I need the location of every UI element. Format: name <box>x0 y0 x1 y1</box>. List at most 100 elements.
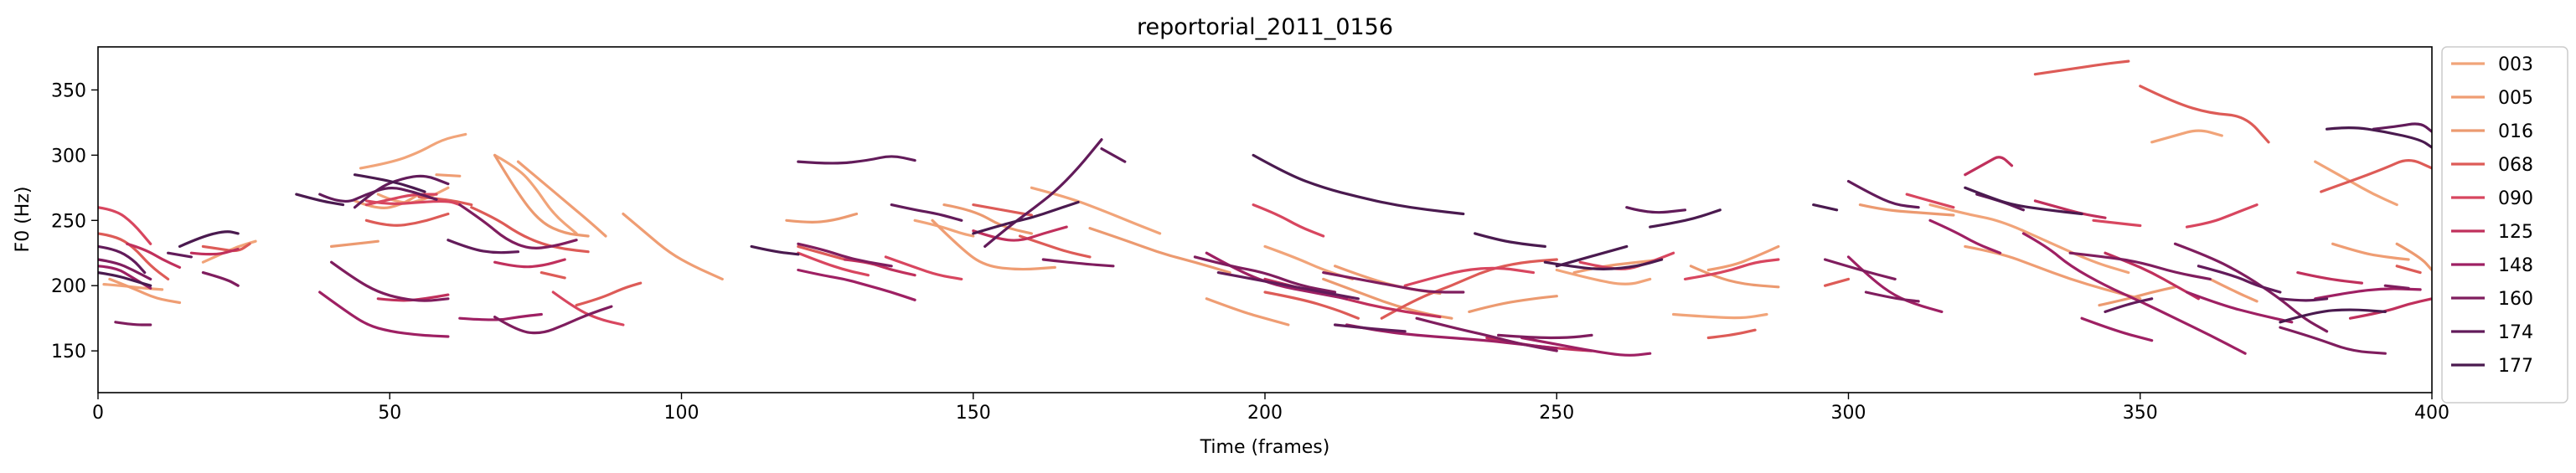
f0-contour-segment <box>1812 203 1839 212</box>
f0-contour-segment <box>1030 186 1162 235</box>
f0-contour-segment <box>1088 227 1231 275</box>
f0-contour-segment <box>1334 323 1407 333</box>
f0-contour-segment <box>435 173 462 177</box>
f0-contour-segment <box>2033 199 2107 219</box>
f0-contour-segment <box>551 290 625 326</box>
legend-item-016: 016 <box>2451 121 2533 142</box>
f0-contour-segment <box>1345 323 1558 350</box>
f0-contour-segment <box>1555 244 1629 268</box>
f0-contour-segment <box>2185 203 2259 229</box>
series-177 <box>98 126 2432 324</box>
series-174 <box>98 122 2432 333</box>
f0-contour-segment <box>364 199 462 207</box>
f0-contour-segment <box>983 138 1103 248</box>
f0-contour-segment <box>353 174 450 209</box>
f0-contour-segment <box>189 248 240 256</box>
f0-contour-segment <box>2279 308 2387 324</box>
f0-contour-segment <box>2197 265 2282 294</box>
f0-contour-segment <box>750 244 800 256</box>
f0-contour-segment <box>890 203 963 222</box>
f0-contour-segment <box>1824 277 1851 287</box>
f0-contour-segment <box>295 193 345 207</box>
f0-contour-segment <box>1689 265 1780 289</box>
f0-contour-segment <box>493 153 590 238</box>
f0-contour-segment <box>98 271 152 287</box>
f0-contour-segment <box>2372 122 2432 133</box>
f0-contour-segment <box>1205 297 1290 326</box>
f0-contour-segment <box>1263 290 1360 320</box>
f0-contour-segment <box>2092 219 2142 228</box>
f0-contour-segment <box>201 271 240 287</box>
f0-contour-segment <box>2331 242 2410 261</box>
series-068 <box>98 59 2432 340</box>
f0-contour-segment <box>330 260 450 302</box>
f0-contour-segment <box>1322 271 1465 294</box>
f0-contour-segment <box>2208 277 2259 303</box>
legend-item-090: 090 <box>2451 188 2533 209</box>
legend-item-003: 003 <box>2451 54 2533 75</box>
f0-contour-segment <box>2395 242 2432 272</box>
f0-contour-segment <box>2080 316 2154 342</box>
y-tick-label: 150 <box>51 342 86 362</box>
f0-contour-segment <box>353 173 426 193</box>
f0-contour-segment <box>2021 232 2247 355</box>
f0-contour-segment <box>98 206 152 245</box>
series-layer <box>98 59 2432 357</box>
f0-contour-segment <box>884 255 963 280</box>
f0-contour-segment <box>167 251 193 259</box>
x-tick-label: 100 <box>664 403 699 424</box>
f0-contour-segment <box>1193 255 1337 294</box>
f0-contour-segment <box>797 251 870 277</box>
f0-contour-segment <box>1964 186 2083 216</box>
f0-contour-segment <box>2314 287 2422 301</box>
f0-contour-segment <box>1041 258 1115 268</box>
f0-contour-segment <box>2320 159 2432 193</box>
f0-contour-segment <box>797 268 916 301</box>
x-tick-label: 50 <box>378 403 401 424</box>
f0-contour-segment <box>1415 316 1558 352</box>
x-tick-label: 0 <box>92 403 104 424</box>
f0-contour-segment <box>178 230 240 248</box>
plot-area-frame <box>97 46 2433 393</box>
f0-contour-segment <box>1252 153 1465 216</box>
f0-contour-segment <box>1864 290 1920 303</box>
f0-contour-segment <box>1468 295 1558 313</box>
f0-contour-segment <box>2104 297 2154 313</box>
f0-contour-segment <box>493 305 613 335</box>
f0-contour-segment <box>2033 59 2130 76</box>
x-tick-label: 150 <box>956 403 991 424</box>
y-axis: 150 200 250 300 350 <box>51 80 98 362</box>
f0-contour-segment <box>458 312 543 321</box>
f0-contour-segment <box>493 258 566 269</box>
legend-label: 090 <box>2498 188 2533 209</box>
f0-contour-segment <box>1964 244 2142 301</box>
f0-contour-segment <box>1905 193 1955 209</box>
f0-contour-segment <box>2173 242 2329 333</box>
f0-contour-segment <box>1205 251 1349 301</box>
f0-contour-segment <box>108 277 182 305</box>
f0-contour-segment <box>2279 297 2329 302</box>
f0-contour-segment <box>2185 290 2294 324</box>
f0-contour-segment <box>1706 328 1757 340</box>
legend-label: 160 <box>2498 289 2533 310</box>
x-tick-label: 400 <box>2414 403 2450 424</box>
legend-label: 125 <box>2498 222 2533 243</box>
f0-contour-segment <box>1824 258 1897 280</box>
f0-contour-segment <box>1520 336 1652 357</box>
f0-contour-segment <box>1555 268 1652 285</box>
f0-contour-segment <box>785 212 859 224</box>
legend-label: 068 <box>2498 155 2533 176</box>
f0-contour-segment <box>2326 126 2432 149</box>
f0-contour-segment <box>114 321 152 326</box>
x-tick-label: 350 <box>2123 403 2158 424</box>
f0-contour-segment <box>1263 244 1355 280</box>
f0-contour-segment <box>913 219 975 238</box>
f0-contour-segment <box>539 271 566 280</box>
f0-contour-segment <box>98 244 147 275</box>
y-axis-label: F0 (Hz) <box>13 187 34 253</box>
f0-contour-segment <box>470 206 590 254</box>
f0-contour-segment <box>2348 297 2432 320</box>
legend-label: 174 <box>2498 322 2533 343</box>
f0-contour-segment <box>1672 312 1768 320</box>
f0-contour-segment <box>1683 258 1780 280</box>
